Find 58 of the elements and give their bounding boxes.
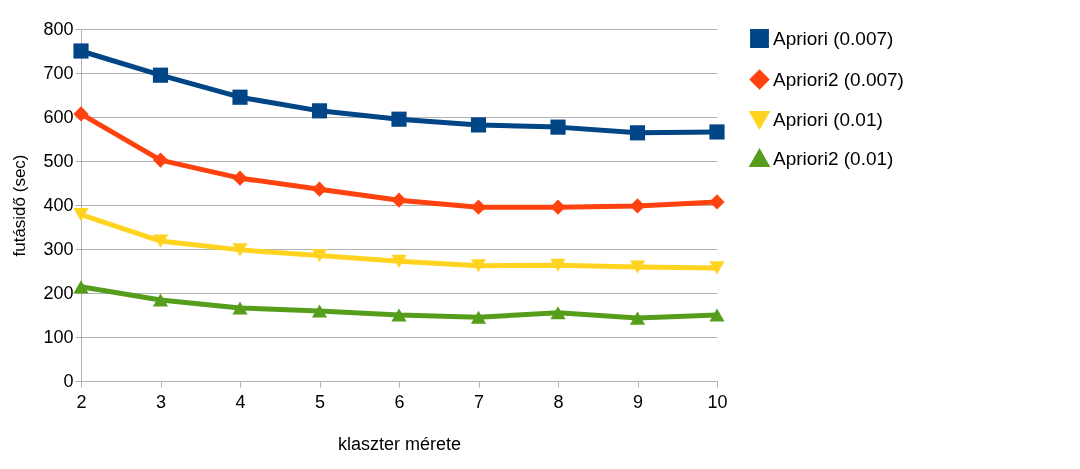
y-tick-label: 100 bbox=[43, 326, 74, 347]
point bbox=[232, 89, 248, 105]
point bbox=[311, 103, 328, 119]
x-tick-label: 9 bbox=[632, 391, 644, 412]
x-tick-label: 7 bbox=[473, 391, 485, 412]
point bbox=[709, 308, 725, 322]
x-tick-label: 4 bbox=[235, 391, 246, 412]
x-tick-label: 6 bbox=[394, 391, 405, 412]
point bbox=[73, 106, 89, 122]
point bbox=[709, 124, 725, 140]
y-axis-title: futásidő (sec) bbox=[10, 154, 30, 257]
point bbox=[391, 254, 407, 268]
x-tick-label: 2 bbox=[76, 391, 87, 412]
point bbox=[73, 280, 89, 294]
point bbox=[550, 199, 566, 215]
x-tick-label: 5 bbox=[314, 391, 326, 412]
y-tick-label: 700 bbox=[43, 62, 74, 83]
legend-label: Apriori2 (0.01) bbox=[773, 147, 894, 169]
x-tick-label: 10 bbox=[707, 391, 728, 412]
point bbox=[470, 259, 487, 273]
x-axis-title: klaszter mérete bbox=[337, 433, 462, 454]
point bbox=[709, 261, 725, 275]
x-tick-label: 3 bbox=[155, 391, 167, 412]
y-tick-label: 800 bbox=[43, 18, 74, 39]
point bbox=[470, 117, 487, 133]
point bbox=[152, 234, 169, 248]
point bbox=[629, 311, 646, 325]
point bbox=[232, 243, 248, 257]
point bbox=[470, 310, 487, 324]
point bbox=[152, 293, 169, 307]
point bbox=[152, 152, 169, 168]
y-tick-label: 600 bbox=[43, 106, 74, 127]
legend-label: Apriori (0.01) bbox=[773, 108, 883, 130]
point bbox=[550, 306, 566, 320]
legend-label: Apriori (0.007) bbox=[773, 27, 894, 49]
y-tick-label: 500 bbox=[43, 150, 74, 171]
point bbox=[629, 260, 646, 274]
point bbox=[311, 304, 328, 318]
y-tick-label: 200 bbox=[43, 282, 74, 303]
point bbox=[232, 170, 248, 186]
y-tick-label: 0 bbox=[63, 370, 74, 391]
point bbox=[629, 125, 646, 141]
y-tick-label: 400 bbox=[43, 194, 74, 215]
point bbox=[311, 249, 328, 263]
point bbox=[391, 192, 407, 208]
x-tick-label: 8 bbox=[553, 391, 564, 412]
legend-label: Apriori2 (0.007) bbox=[773, 68, 904, 90]
point bbox=[232, 301, 248, 315]
point bbox=[709, 194, 725, 210]
point bbox=[550, 258, 566, 272]
point bbox=[550, 119, 566, 135]
point bbox=[391, 111, 407, 127]
point bbox=[311, 181, 328, 197]
point bbox=[391, 308, 407, 322]
y-tick-label: 300 bbox=[43, 238, 74, 259]
point bbox=[73, 43, 89, 59]
point bbox=[152, 67, 169, 83]
point bbox=[73, 208, 89, 222]
